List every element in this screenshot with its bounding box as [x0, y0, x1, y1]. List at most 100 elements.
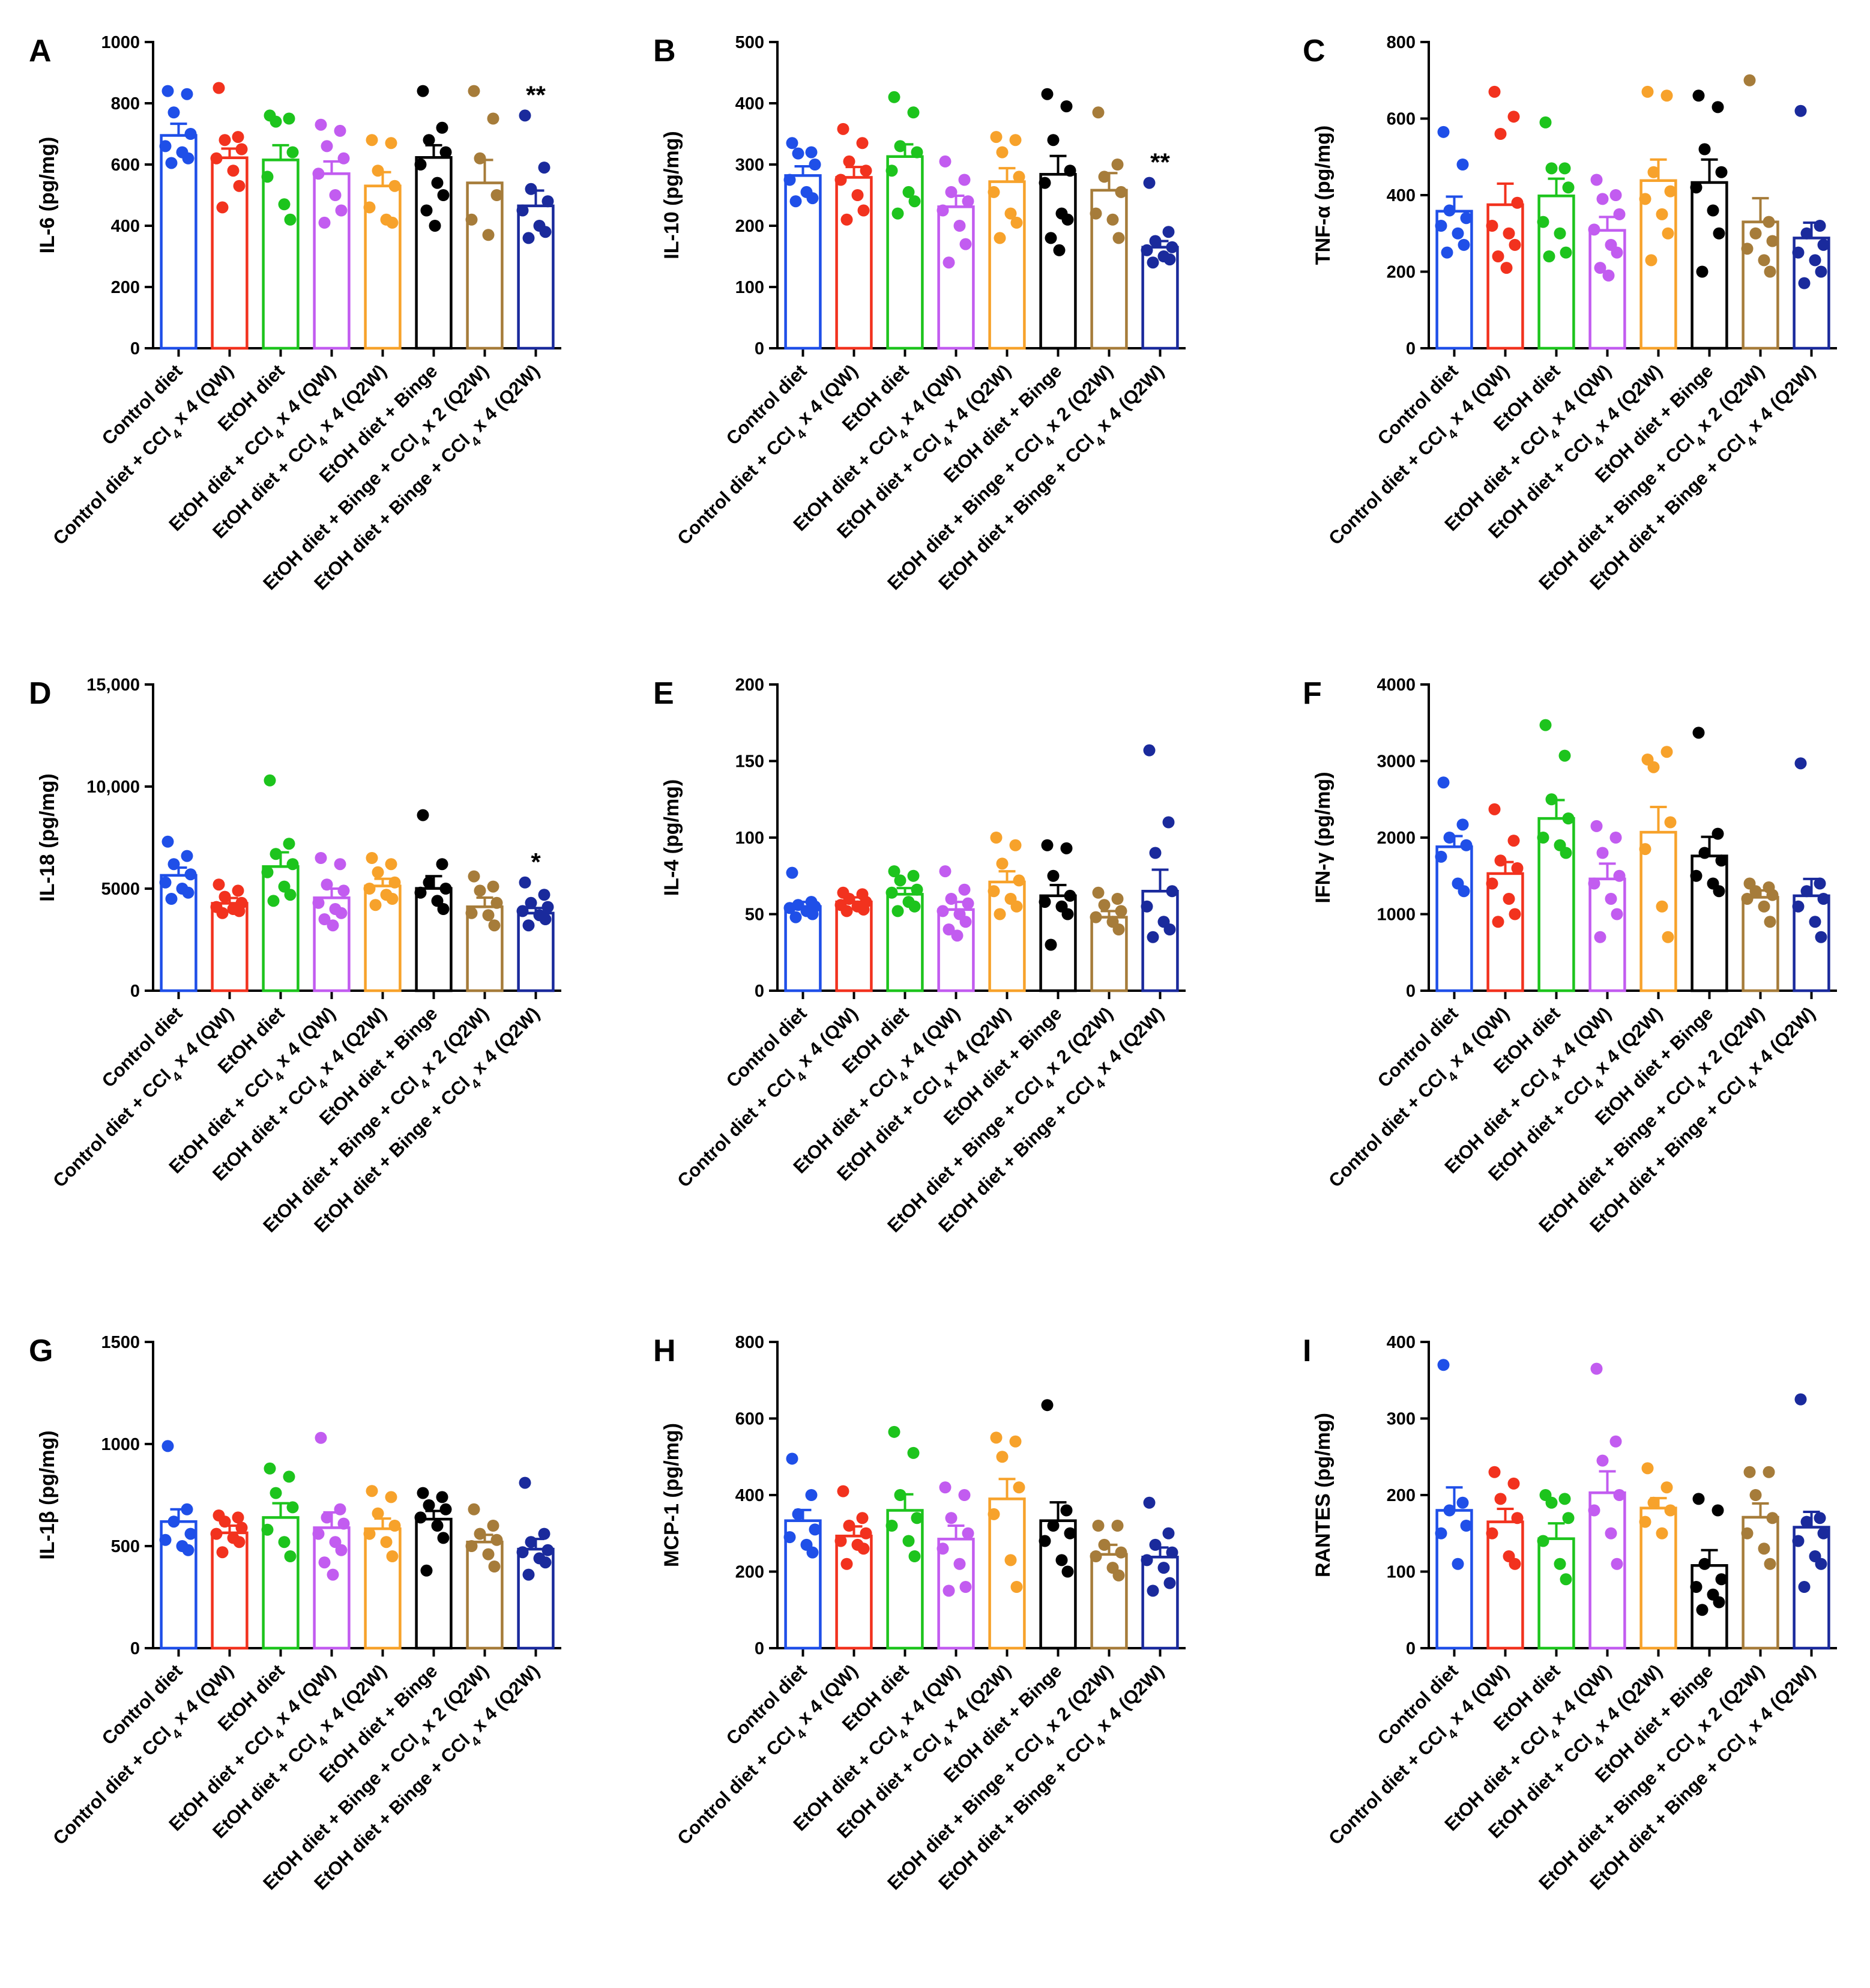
panel-e-data-point	[937, 905, 949, 917]
panel-f-y-tick-label: 3000	[1377, 752, 1416, 772]
panel-h-data-point	[806, 1546, 819, 1559]
panel-f-data-point	[1766, 889, 1779, 901]
panel-i-data-point	[1509, 1557, 1521, 1570]
panel-b-y-tick-label: 400	[735, 94, 764, 113]
panel-g-data-point	[337, 1517, 350, 1530]
panel-i-data-point	[1698, 1557, 1711, 1570]
panel-i-data-point	[1800, 1515, 1813, 1528]
panel-d-data-point	[318, 913, 331, 925]
panel-e-data-point	[1060, 842, 1073, 854]
panel-h-data-point	[1039, 1535, 1051, 1547]
panel-f-data-point	[1588, 877, 1600, 890]
panel-h-y-tick-label: 0	[755, 1639, 764, 1658]
panel-e-data-point	[1090, 911, 1102, 923]
panel-b-data-point	[856, 137, 869, 150]
panel-d-data-point	[165, 893, 178, 905]
panel-c-data-point	[1507, 110, 1520, 123]
panel-d-data-point	[219, 890, 231, 903]
panel-d-data-point	[161, 835, 174, 848]
panel-c-data-point	[1435, 220, 1447, 232]
panel-e-data-point	[1111, 893, 1124, 905]
panel-f-data-point	[1690, 869, 1703, 882]
panel-b-bar	[988, 180, 1026, 350]
panel-a-y-axis-title: IL-6 (pg/mg)	[36, 137, 59, 254]
panel-b-data-point	[994, 232, 1006, 244]
panel-g-data-point	[210, 1527, 223, 1540]
panel-d-data-point	[167, 858, 180, 871]
panel-c-data-point	[1698, 143, 1711, 156]
panel-a-data-point	[372, 165, 384, 177]
panel-e-data-point	[888, 865, 900, 878]
panel-f-data-point	[1715, 854, 1728, 867]
panel-i-y-tick-label: 300	[1387, 1410, 1416, 1429]
panel-b-data-point	[1092, 106, 1105, 119]
panel-h-data-point	[1147, 1585, 1159, 1597]
panel-d-data-point	[233, 905, 246, 917]
panel-b-data-point	[783, 174, 796, 186]
panel-g-data-point	[437, 1532, 450, 1544]
panel-f-data-point	[1435, 850, 1447, 863]
panel-e-data-point	[907, 869, 920, 882]
panel-d-data-point	[327, 919, 339, 932]
panel-a-data-point	[388, 180, 401, 192]
panel-c-data-point	[1798, 277, 1811, 289]
panel-b-data-point	[805, 146, 818, 159]
panel-e-data-point	[1045, 938, 1057, 951]
panel-f-data-point	[1698, 847, 1711, 859]
panel-d-data-point	[283, 838, 295, 850]
panel-e-data-point	[843, 893, 855, 905]
panel-a-significance: **	[526, 80, 546, 109]
panel-d-data-point	[437, 903, 450, 915]
panel-i-data-point	[1456, 1496, 1469, 1509]
panel-b-data-point	[902, 186, 915, 198]
panel-b-data-point	[1166, 241, 1178, 253]
panel-d-data-point	[516, 905, 529, 917]
panel-a-y-tick-label: 400	[111, 217, 140, 236]
panel-i-data-point	[1611, 1557, 1623, 1570]
panel-i-bar	[1537, 1537, 1575, 1650]
panel-c-letter: C	[1303, 34, 1326, 68]
panel-a-data-point	[439, 146, 452, 159]
panel-c-data-point	[1509, 238, 1521, 251]
panel-i-data-point	[1798, 1581, 1811, 1593]
panel-e-data-point	[1115, 905, 1127, 917]
panel-a-data-point	[167, 106, 180, 119]
panel-d-y-tick-label: 15,000	[86, 675, 140, 695]
panel-b-data-point	[1047, 134, 1060, 147]
panel-a-data-point	[232, 131, 244, 144]
panel-b-data-point	[851, 189, 864, 201]
panel-g-data-point	[423, 1499, 435, 1511]
panel-c-data-point	[1613, 208, 1626, 220]
panel-c-y-tick-label: 800	[1387, 33, 1416, 52]
panel-h-data-point	[959, 1581, 972, 1593]
panel-b-y-tick-label: 300	[735, 156, 764, 175]
panel-e-data-point	[840, 905, 853, 917]
panel-b-data-point	[1010, 216, 1023, 229]
panel-h-data-point	[1141, 1554, 1153, 1567]
panel-f-data-point	[1664, 816, 1677, 829]
panel-g-data-point	[284, 1550, 297, 1562]
panel-g-data-point	[216, 1546, 229, 1559]
panel-i-data-point	[1605, 1527, 1617, 1539]
panel-a-y-tick-label: 0	[130, 339, 140, 358]
panel-i-data-point	[1817, 1527, 1830, 1539]
panel-d-data-point	[181, 850, 193, 862]
panel-e-data-point	[1041, 839, 1054, 851]
panel-c-data-point	[1712, 101, 1724, 113]
panel-e-y-tick-label: 0	[755, 982, 764, 1001]
panel-d-data-point	[487, 880, 499, 893]
panel-c-data-point	[1441, 246, 1453, 259]
panel-b-data-point	[888, 91, 900, 103]
panel-d-significance: *	[531, 848, 541, 876]
panel-f-data-point	[1558, 749, 1571, 762]
panel-a-data-point	[286, 146, 299, 159]
panel-a-data-point	[318, 216, 331, 229]
panel-f-data-point	[1712, 827, 1724, 840]
panel-d-data-point	[366, 852, 378, 864]
panel-c-data-point	[1602, 269, 1615, 282]
panel-c-data-point	[1456, 159, 1469, 171]
panel-f-bar	[1742, 896, 1779, 992]
panel-e-data-point	[857, 903, 870, 916]
